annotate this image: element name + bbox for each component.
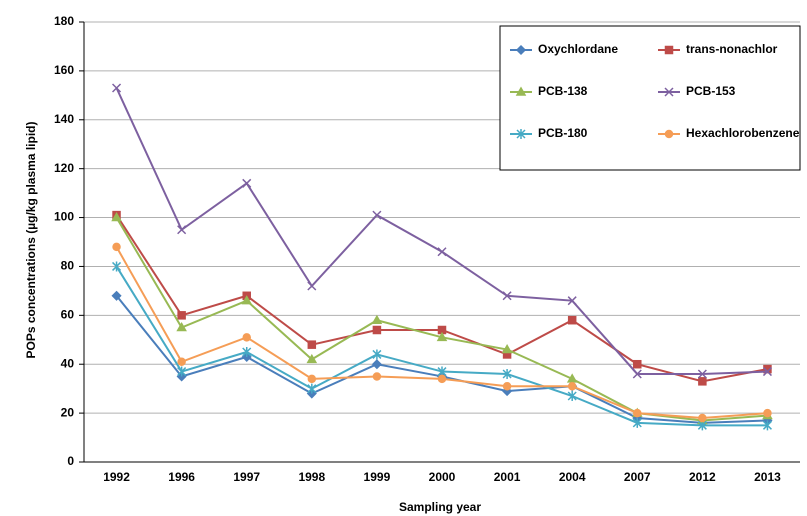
marker [698, 377, 707, 386]
marker [437, 374, 447, 384]
marker [502, 291, 512, 301]
marker [371, 359, 382, 370]
marker [502, 381, 512, 391]
marker [501, 344, 513, 354]
marker [177, 357, 186, 367]
marker [242, 178, 252, 188]
marker [306, 353, 318, 364]
marker [515, 86, 527, 96]
y-tick-label: 120 [54, 161, 74, 175]
marker [567, 296, 577, 306]
marker [112, 83, 122, 93]
marker [567, 391, 577, 401]
y-tick-label: 60 [61, 308, 75, 322]
marker [664, 129, 674, 139]
marker [176, 322, 187, 332]
marker [372, 349, 382, 360]
marker [372, 210, 382, 220]
x-tick-label: 1997 [233, 470, 260, 484]
marker [632, 417, 642, 428]
marker [567, 315, 577, 325]
legend-label: trans-nonachlor [686, 42, 778, 56]
marker [372, 372, 382, 381]
legend-label: PCB-138 [538, 84, 588, 98]
legend-box [499, 25, 801, 171]
marker [307, 340, 317, 349]
line [115, 214, 768, 383]
y-tick-label: 180 [54, 14, 74, 28]
marker [697, 369, 707, 379]
marker [566, 373, 578, 383]
x-tick-label: 2013 [754, 470, 781, 484]
x-tick-label: 1999 [364, 470, 391, 484]
legend-label: Oxychlordane [538, 42, 618, 56]
marker [371, 314, 383, 324]
marker [762, 367, 772, 377]
marker [516, 129, 526, 139]
y-tick-label: 100 [54, 210, 74, 224]
y-tick-label: 80 [61, 259, 75, 273]
marker [242, 347, 252, 357]
marker [436, 331, 448, 342]
marker [664, 87, 674, 97]
marker [307, 281, 317, 291]
marker [177, 311, 186, 320]
marker [633, 359, 642, 369]
marker [372, 325, 382, 335]
marker [515, 44, 527, 56]
marker [177, 366, 187, 377]
x-tick-label: 2001 [494, 470, 521, 484]
marker [567, 381, 577, 391]
marker [111, 290, 122, 301]
marker [502, 369, 512, 379]
marker [762, 420, 772, 431]
marker [307, 374, 317, 384]
y-tick-label: 20 [61, 405, 75, 419]
marker [177, 225, 187, 235]
marker [698, 413, 707, 423]
y-tick-label: 40 [61, 356, 75, 370]
marker [307, 383, 317, 394]
y-tick-label: 160 [54, 63, 74, 77]
legend-label: PCB-180 [538, 126, 588, 140]
legend-label: PCB-153 [686, 84, 736, 98]
y-axis-title: POPs concentrations (µg/kg plasma lipid) [24, 122, 38, 359]
marker [633, 408, 642, 418]
y-tick-label: 0 [67, 454, 74, 468]
line [115, 217, 768, 422]
x-tick-label: 1992 [103, 470, 130, 484]
marker [112, 261, 122, 272]
x-tick-label: 2007 [624, 470, 651, 484]
marker [241, 295, 253, 305]
marker [242, 333, 251, 342]
legend-label: Hexachlorobenzene [686, 126, 800, 140]
marker [111, 212, 122, 222]
marker [664, 45, 674, 55]
x-tick-label: 1998 [298, 470, 325, 484]
x-tick-label: 1996 [168, 470, 195, 484]
marker [763, 408, 772, 418]
marker [112, 242, 121, 252]
line [115, 265, 768, 427]
marker [437, 247, 447, 257]
x-tick-label: 2004 [559, 470, 586, 484]
x-axis-title: Sampling year [399, 500, 481, 514]
y-tick-label: 140 [54, 112, 74, 126]
x-tick-label: 2012 [689, 470, 716, 484]
x-tick-label: 2000 [429, 470, 456, 484]
marker [632, 369, 642, 379]
